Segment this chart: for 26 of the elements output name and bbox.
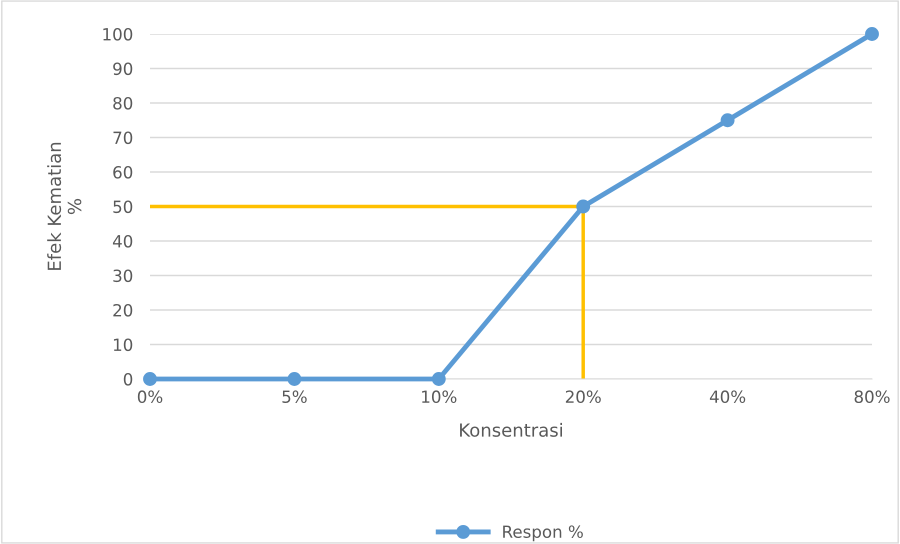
y-axis-title: Efek Kematian % xyxy=(47,142,82,270)
y-tick-label: 30 xyxy=(113,269,132,282)
y-tick-label: 10 xyxy=(114,338,132,352)
y-tick-label: 20 xyxy=(113,304,132,317)
point xyxy=(865,27,879,41)
x-tick-label: 5% xyxy=(282,390,307,404)
x-tick-label: 40% xyxy=(710,390,746,404)
y-tick-label: 90 xyxy=(113,62,132,76)
legend-label: Respon % xyxy=(503,525,583,542)
x-tick-label: 20% xyxy=(566,390,601,404)
y-tick-label: 70 xyxy=(113,131,132,144)
x-tick-label: 80% xyxy=(854,390,890,404)
point xyxy=(576,200,590,214)
y-tick-label: 80 xyxy=(113,96,132,110)
x-tick-label: 0% xyxy=(138,390,162,404)
x-tick-label: 10% xyxy=(422,390,456,404)
point xyxy=(432,372,446,386)
y-tick-label: 40 xyxy=(112,234,132,248)
point xyxy=(720,113,735,128)
y-tick-label: 60 xyxy=(113,166,132,179)
point xyxy=(287,372,302,386)
point xyxy=(143,372,157,386)
y-tick-label: 50 xyxy=(113,200,132,214)
y-tick-label: 0 xyxy=(124,372,132,386)
y-tick-label: 100 xyxy=(103,28,132,41)
x-axis-title: Konsentrasi xyxy=(460,422,562,437)
